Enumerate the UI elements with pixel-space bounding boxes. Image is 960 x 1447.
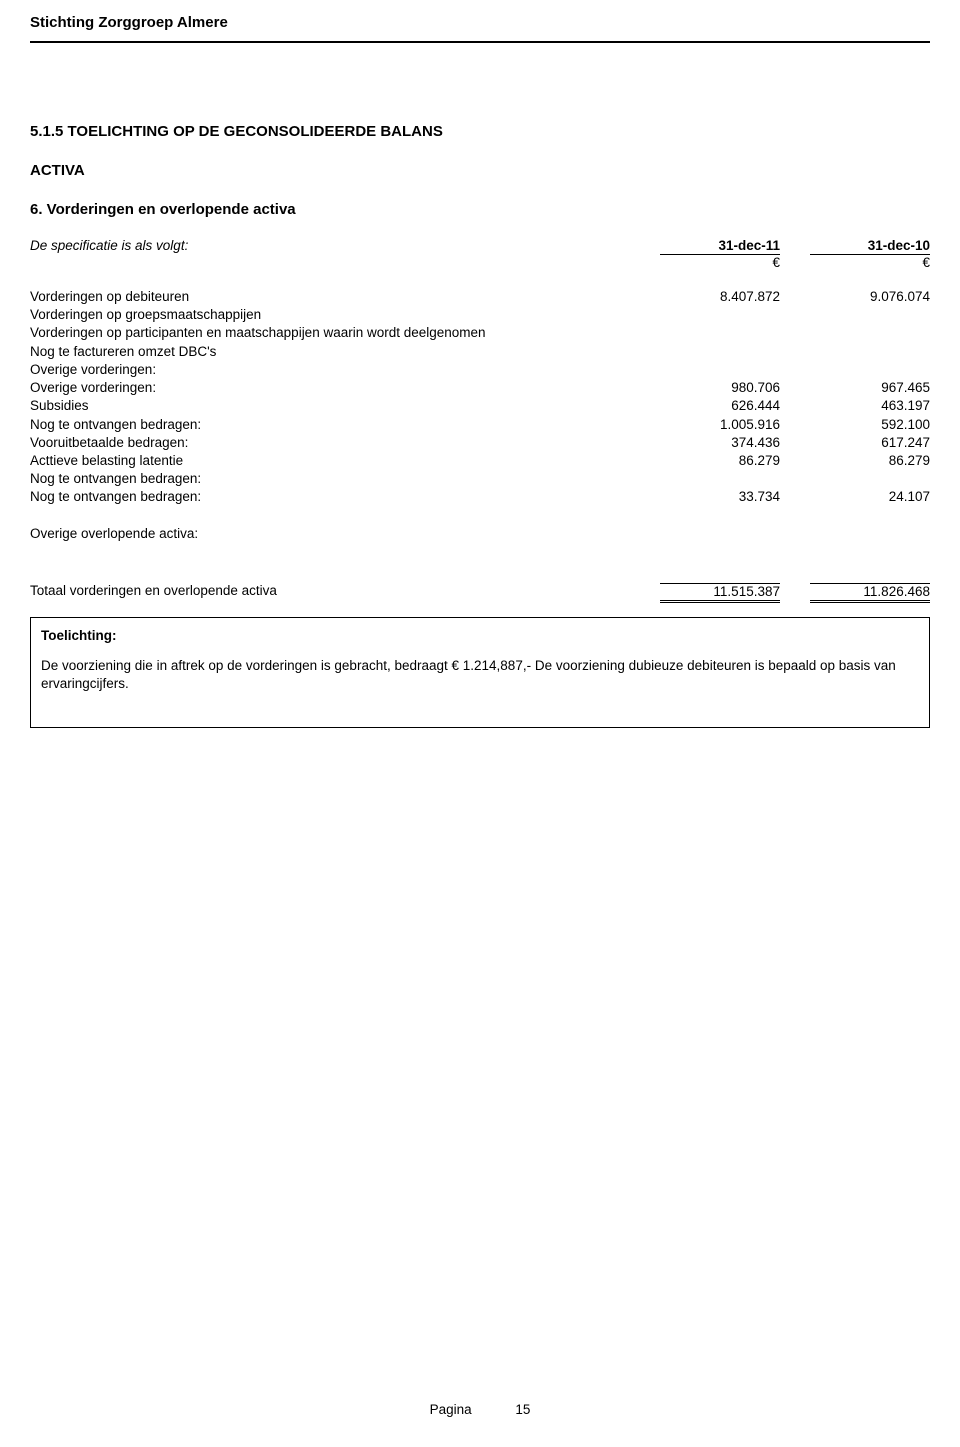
toelichting-box: Toelichting: De voorziening die in aftre… <box>30 617 930 728</box>
row-value-1: 8.407.872 <box>660 288 780 306</box>
col-2-header: 31-dec-10 <box>810 238 930 255</box>
row-label: Vorderingen op debiteuren <box>30 288 660 306</box>
row-label: Vooruitbetaalde bedragen: <box>30 434 660 452</box>
sub-heading: 6. Vorderingen en overlopende activa <box>30 201 930 218</box>
table-row: Overige vorderingen:980.706 967.465 <box>30 379 930 397</box>
row-label: Vorderingen op participanten en maatscha… <box>30 324 660 342</box>
section-title: 5.1.5 TOELICHTING OP DE GECONSOLIDEERDE … <box>30 123 930 140</box>
row-value-1: 33.734 <box>660 488 780 506</box>
table-row: Vorderingen op groepsmaatschappijen <box>30 306 930 324</box>
euro-symbol-2: € <box>810 255 930 270</box>
row-value-1: 1.005.916 <box>660 416 780 434</box>
page-footer: Pagina 15 <box>0 1402 960 1417</box>
table-row: Nog te ontvangen bedragen: <box>30 470 930 488</box>
overige-row: Overige overlopende activa: <box>30 525 930 543</box>
row-label: Vorderingen op groepsmaatschappijen <box>30 306 660 324</box>
table-row: Overige vorderingen: <box>30 361 930 379</box>
row-value-2 <box>810 324 930 342</box>
row-label: Overige vorderingen: <box>30 379 660 397</box>
table-row: Nog te ontvangen bedragen:1.005.916 592.1… <box>30 416 930 434</box>
box-text: De voorziening die in aftrek op de vorde… <box>41 657 919 693</box>
row-value-1 <box>660 470 780 488</box>
total-label: Totaal vorderingen en overlopende activa <box>30 583 660 603</box>
row-value-2: 592.100 <box>810 416 930 434</box>
row-label: Subsidies <box>30 397 660 415</box>
row-label: Nog te factureren omzet DBC's <box>30 343 660 361</box>
row-value-2 <box>810 470 930 488</box>
row-value-2: 617.247 <box>810 434 930 452</box>
table-row: Vorderingen op debiteuren8.407.872 9.076.… <box>30 288 930 306</box>
spec-label: De specificatie is als volgt: <box>30 238 660 255</box>
row-label: Acttieve belasting latentie <box>30 452 660 470</box>
row-value-2: 463.197 <box>810 397 930 415</box>
row-value-1: 980.706 <box>660 379 780 397</box>
row-value-1 <box>660 361 780 379</box>
total-value-1: 11.515.387 <box>660 583 780 603</box>
row-value-2: 9.076.074 <box>810 288 930 306</box>
col-1-header: 31-dec-11 <box>660 238 780 255</box>
footer-label: Pagina <box>430 1402 472 1417</box>
column-header-row: De specificatie is als volgt: 31-dec-11 … <box>30 238 930 255</box>
table-row: Nog te ontvangen bedragen:33.734 24.107 <box>30 488 930 506</box>
row-value-1 <box>660 324 780 342</box>
activa-heading: ACTIVA <box>30 162 930 179</box>
data-rows: Vorderingen op debiteuren8.407.872 9.076.… <box>30 288 930 507</box>
row-value-2 <box>810 343 930 361</box>
euro-symbol-1: € <box>660 255 780 270</box>
row-value-1: 374.436 <box>660 434 780 452</box>
row-value-2 <box>810 361 930 379</box>
table-row: Subsidies626.444 463.197 <box>30 397 930 415</box>
row-value-1 <box>660 306 780 324</box>
row-value-2 <box>810 306 930 324</box>
total-value-2: 11.826.468 <box>810 583 930 603</box>
footer-page-number: 15 <box>515 1402 530 1417</box>
currency-row: € € <box>30 255 930 270</box>
row-value-2: 86.279 <box>810 452 930 470</box>
box-title: Toelichting: <box>41 628 919 643</box>
row-value-1 <box>660 343 780 361</box>
row-label: Nog te ontvangen bedragen: <box>30 416 660 434</box>
row-value-2: 24.107 <box>810 488 930 506</box>
total-row: Totaal vorderingen en overlopende activa… <box>30 583 930 603</box>
page: Stichting Zorggroep Almere 5.1.5 TOELICH… <box>0 0 960 1447</box>
org-name: Stichting Zorggroep Almere <box>30 14 930 43</box>
row-label: Nog te ontvangen bedragen: <box>30 470 660 488</box>
row-value-2: 967.465 <box>810 379 930 397</box>
table-row: Vorderingen op participanten en maatscha… <box>30 324 930 342</box>
table-row: Acttieve belasting latentie86.27986.279 <box>30 452 930 470</box>
overige-label: Overige overlopende activa: <box>30 525 660 543</box>
row-label: Overige vorderingen: <box>30 361 660 379</box>
table-row: Nog te factureren omzet DBC's <box>30 343 930 361</box>
row-value-1: 86.279 <box>660 452 780 470</box>
table-row: Vooruitbetaalde bedragen:374.436 617.247 <box>30 434 930 452</box>
row-label: Nog te ontvangen bedragen: <box>30 488 660 506</box>
row-value-1: 626.444 <box>660 397 780 415</box>
